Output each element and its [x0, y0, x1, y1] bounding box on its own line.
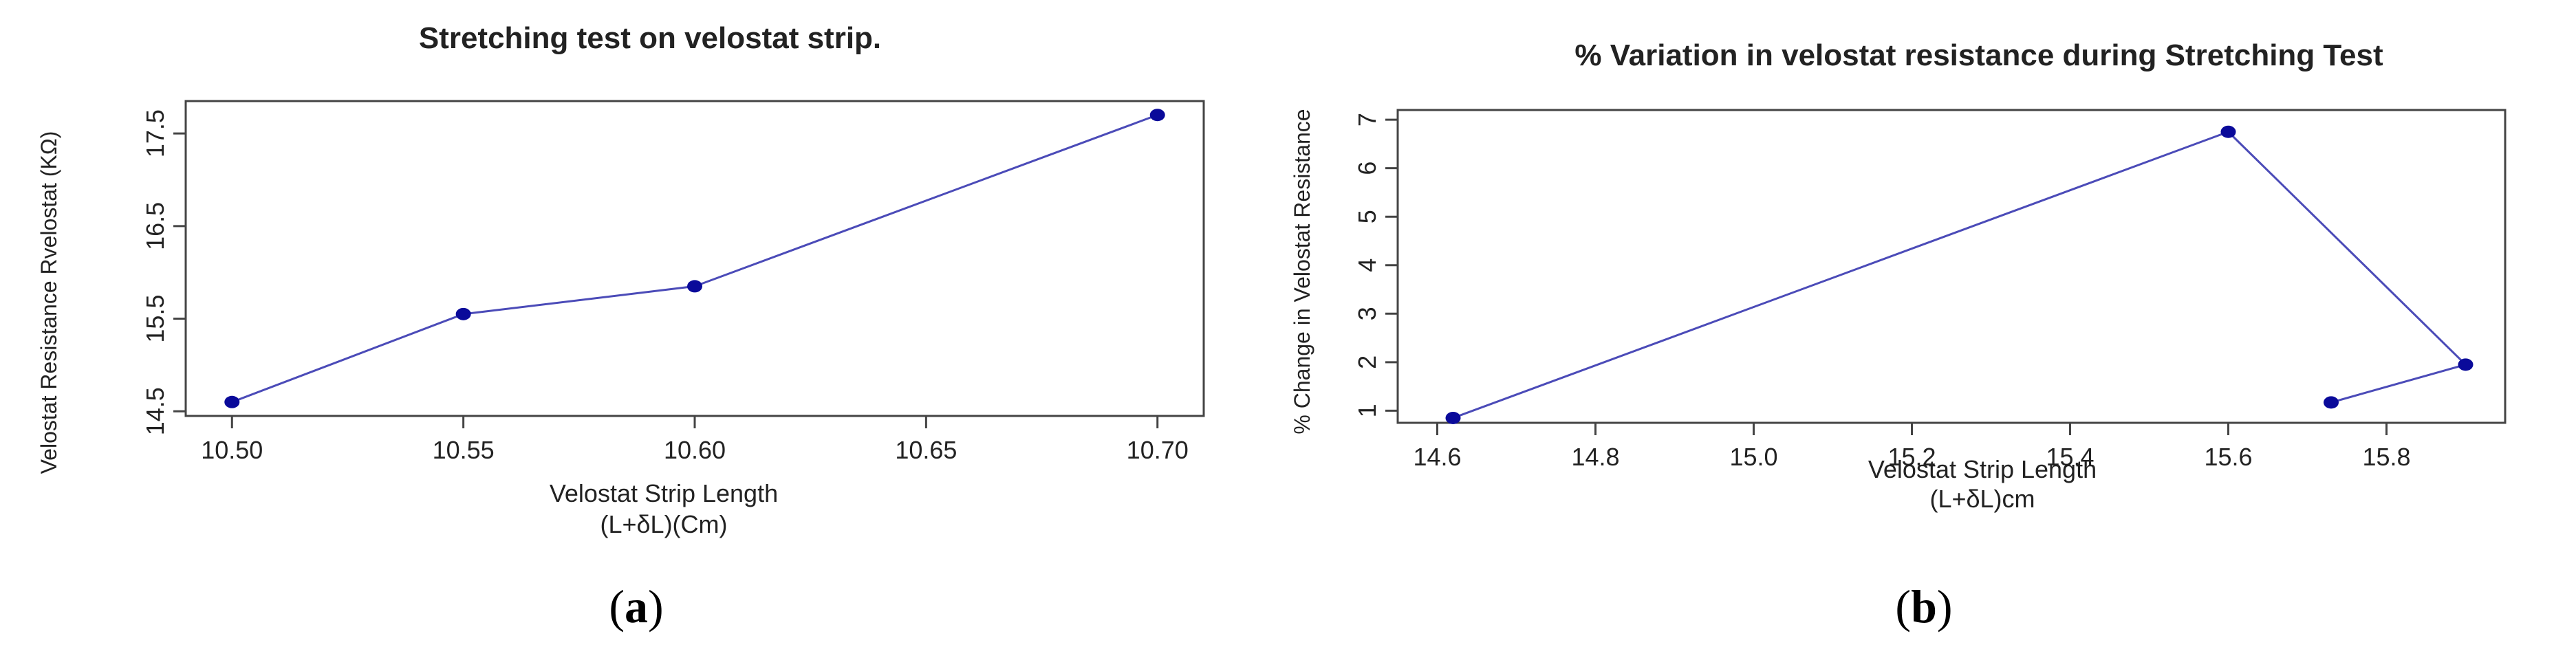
chart-b-title: % Variation in velostat resistance durin…: [1574, 38, 2383, 72]
chart-b-x-ticks: 14.6 14.8 15.0 15.2 15.4 15.6 15.8: [1413, 423, 2411, 471]
chart-a-y-label: Velostat Resistance Rvelostat (KΩ): [36, 131, 61, 474]
b-y-tick-label: 4: [1353, 258, 1381, 272]
chart-a-panel-label: (a): [609, 580, 663, 632]
b-y-tick-label: 5: [1353, 210, 1381, 223]
b-data-point: [2220, 125, 2236, 138]
b-x-tick-label: 15.2: [1887, 443, 1936, 471]
b-y-tick-label: 6: [1353, 162, 1381, 175]
chart-a-title: Stretching test on velostat strip.: [419, 21, 881, 55]
a-y-tick-label: 15.5: [141, 295, 169, 343]
chart-b-y-ticks: 1 2 3 4 5 6 7: [1353, 113, 1398, 417]
b-y-tick-label: 3: [1353, 307, 1381, 320]
chart-b-series-line: [1452, 131, 2468, 419]
chart-b-x-label: Velostat Strip Length: [1868, 455, 2097, 483]
a-y-tick-label: 14.5: [141, 387, 169, 435]
chart-b-x-label-sub: (L+δL)cm: [1929, 485, 2035, 513]
chart-a-x-label: Velostat Strip Length: [550, 479, 778, 507]
chart-b-plot-frame: [1396, 109, 2507, 424]
chart-a-plot-frame: [184, 100, 1205, 417]
b-y-tick-label: 1: [1353, 404, 1381, 417]
b-x-tick-label: 15.6: [2204, 443, 2252, 471]
a-y-tick-label: 16.5: [141, 202, 169, 250]
b-x-tick-label: 15.8: [2362, 443, 2410, 471]
chart-a-series-line: [231, 113, 1158, 404]
a-x-tick-label: 10.70: [1127, 436, 1189, 464]
a-x-tick-label: 10.55: [433, 436, 495, 464]
chart-b-points: [1445, 125, 2474, 424]
a-x-tick-label: 10.50: [201, 436, 263, 464]
b-x-tick-label: 14.8: [1571, 443, 1619, 471]
a-series-0-line: [231, 113, 1158, 404]
a-data-point: [455, 307, 471, 320]
b-data-point: [1445, 411, 1461, 424]
chart-b-y-label: % Change in Velostat Resistance: [1290, 109, 1314, 434]
a-y-tick-label: 17.5: [141, 109, 169, 157]
chart-b-panel-label: (b): [1895, 580, 1952, 632]
b-data-point: [2458, 358, 2474, 371]
chart-a-x-label-sub: (L+δL)(Cm): [600, 510, 727, 538]
b-y-tick-label: 2: [1353, 355, 1381, 369]
b-data-point: [2324, 396, 2339, 409]
b-x-tick-label: 15.0: [1729, 443, 1777, 471]
chart-a-x-ticks: 10.50 10.55 10.60 10.65 10.70: [201, 416, 1189, 464]
a-x-tick-label: 10.60: [664, 436, 726, 464]
chart-a-points: [224, 109, 1165, 408]
a-x-tick-label: 10.65: [895, 436, 957, 464]
b-x-tick-label: 14.6: [1413, 443, 1461, 471]
a-data-point: [1149, 109, 1165, 122]
b-series-0-line: [1452, 131, 2468, 419]
b-y-tick-label: 7: [1353, 113, 1381, 126]
b-x-tick-label: 15.4: [2046, 443, 2094, 471]
a-data-point: [224, 395, 240, 408]
chart-a-y-ticks: 14.5 15.5 16.5 17.5: [141, 109, 186, 435]
chart-a: Stretching test on velostat strip. 10.50…: [36, 21, 1205, 632]
a-data-point: [687, 280, 702, 293]
chart-b: % Variation in velostat resistance durin…: [1290, 38, 2507, 632]
